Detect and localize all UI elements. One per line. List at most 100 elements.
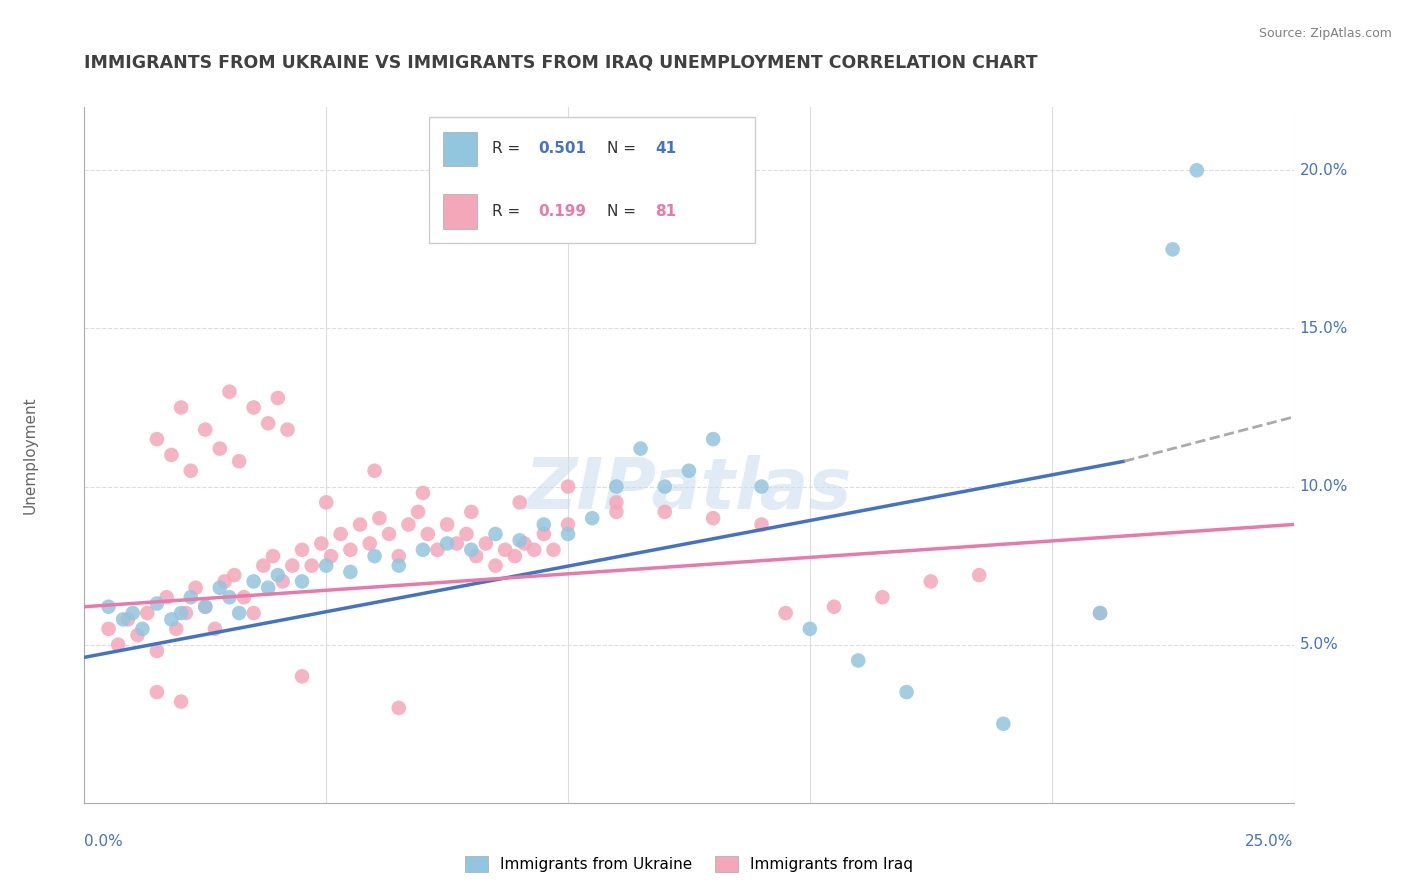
Point (257, 581, 280, 595)
Point (228, 454, 250, 468)
Point (349, 517, 371, 532)
Point (218, 591, 240, 605)
Point (242, 574, 264, 589)
Point (291, 574, 314, 589)
Point (557, 517, 579, 532)
Point (146, 597, 169, 611)
Point (363, 549, 385, 563)
Point (509, 533, 531, 548)
Point (543, 542, 565, 557)
Text: 0.501: 0.501 (538, 141, 586, 156)
Text: 25.0%: 25.0% (1246, 834, 1294, 849)
Point (180, 591, 202, 605)
Point (436, 517, 458, 532)
Point (630, 442, 652, 456)
Point (363, 464, 385, 478)
Point (160, 612, 183, 626)
FancyBboxPatch shape (443, 131, 478, 166)
Point (233, 591, 256, 605)
Point (339, 542, 361, 557)
FancyBboxPatch shape (429, 118, 755, 243)
Point (1088, 606, 1111, 620)
Point (146, 685, 169, 699)
Point (605, 505, 627, 519)
Point (319, 549, 342, 563)
Point (174, 606, 197, 620)
Text: N =: N = (607, 204, 641, 219)
Text: 15.0%: 15.0% (1299, 321, 1348, 336)
Point (605, 479, 627, 493)
Point (654, 505, 676, 519)
Point (136, 606, 159, 620)
Point (920, 574, 942, 589)
Point (127, 628, 149, 642)
Point (396, 517, 419, 532)
Point (194, 599, 217, 614)
Text: Unemployment: Unemployment (22, 396, 38, 514)
Point (368, 511, 391, 525)
Point (146, 432, 169, 446)
Point (194, 599, 217, 614)
Point (460, 505, 482, 519)
Point (436, 536, 458, 550)
Point (702, 511, 724, 525)
Text: 20.0%: 20.0% (1299, 163, 1348, 178)
Point (388, 549, 411, 563)
Point (291, 669, 314, 683)
Point (799, 622, 821, 636)
Text: 0.199: 0.199 (538, 204, 586, 219)
Point (257, 417, 280, 431)
Point (846, 653, 869, 667)
Text: 0.0%: 0.0% (84, 834, 124, 849)
Point (165, 622, 187, 636)
Point (267, 568, 290, 582)
Point (460, 542, 482, 557)
Point (204, 622, 226, 636)
Point (121, 606, 143, 620)
Point (993, 716, 1015, 731)
Text: IMMIGRANTS FROM UKRAINE VS IMMIGRANTS FROM IRAQ UNEMPLOYMENT CORRELATION CHART: IMMIGRANTS FROM UKRAINE VS IMMIGRANTS FR… (84, 54, 1038, 71)
Point (605, 495, 627, 509)
Point (388, 701, 411, 715)
Point (557, 527, 579, 541)
Point (315, 495, 337, 509)
Point (262, 549, 284, 563)
Point (416, 527, 439, 541)
Point (155, 591, 177, 605)
Point (180, 464, 202, 478)
Point (378, 527, 401, 541)
Text: R =: R = (492, 204, 524, 219)
Point (678, 464, 700, 478)
Point (484, 558, 506, 573)
Text: 10.0%: 10.0% (1299, 479, 1348, 494)
Point (475, 536, 498, 550)
Point (426, 542, 449, 557)
Point (557, 479, 579, 493)
Point (112, 612, 135, 626)
Point (503, 549, 526, 563)
Text: 81: 81 (655, 204, 676, 219)
Point (1161, 243, 1184, 257)
Point (267, 391, 290, 405)
Point (446, 536, 468, 550)
Point (775, 606, 797, 620)
Point (315, 558, 337, 573)
Point (823, 599, 845, 614)
Point (131, 622, 153, 636)
Point (406, 505, 429, 519)
Point (281, 558, 304, 573)
Point (359, 536, 381, 550)
Point (388, 558, 411, 573)
Point (214, 574, 236, 589)
Point (896, 685, 918, 699)
Text: 41: 41 (655, 141, 676, 156)
Point (654, 479, 676, 493)
Point (170, 695, 193, 709)
Point (533, 527, 555, 541)
Point (242, 401, 264, 415)
Point (509, 495, 531, 509)
Point (242, 606, 264, 620)
Point (276, 423, 298, 437)
Point (252, 558, 274, 573)
Point (311, 536, 333, 550)
